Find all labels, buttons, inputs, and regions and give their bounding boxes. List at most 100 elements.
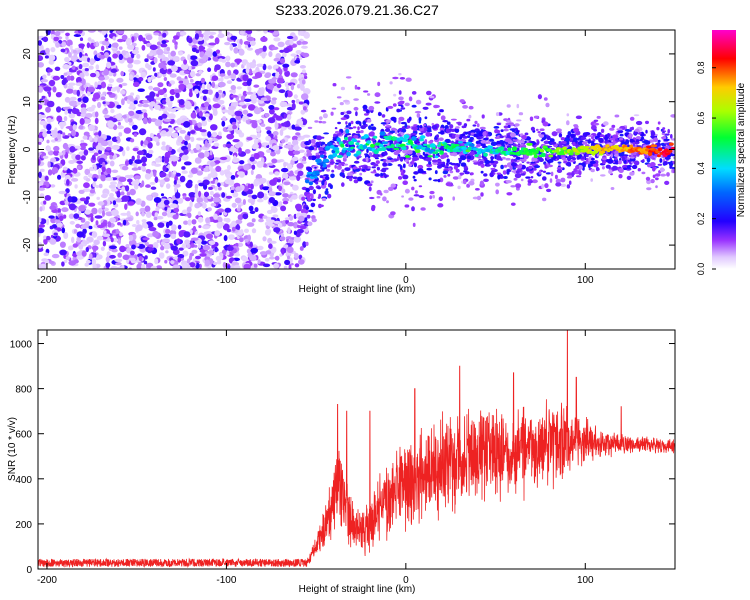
spectrogram-pixel [49, 225, 54, 230]
spectrogram-core-pixel [629, 144, 633, 149]
spectrogram-pixel [417, 164, 424, 170]
spectrogram-pixel [46, 139, 50, 144]
spectrogram-pixel [96, 196, 100, 200]
spectrogram-pixel [267, 65, 273, 70]
spectrogram-pixel [198, 165, 203, 169]
spectrogram-pixel [629, 138, 635, 143]
spectrogram-pixel [291, 124, 296, 130]
spectrogram-pixel [574, 125, 579, 129]
spectrogram-core-pixel [378, 143, 384, 148]
spectrogram-pixel [72, 49, 77, 54]
spectrogram-pixel [150, 265, 158, 269]
spectrogram-pixel [83, 84, 87, 89]
spectrogram-pixel [216, 78, 223, 82]
spectrogram-pixel [432, 194, 435, 199]
spectrogram-pixel [135, 198, 142, 205]
spectrogram-pixel [290, 84, 295, 91]
spectrogram-pixel [507, 124, 511, 129]
spectrogram-core-pixel [409, 141, 414, 145]
spectrogram-pixel [146, 262, 154, 268]
spectrogram-pixel [38, 182, 41, 189]
spectrogram-pixel [669, 165, 673, 169]
spectrogram-pixel [365, 156, 369, 162]
spectrogram-pixel [201, 240, 208, 245]
spectrogram-pixel [208, 31, 217, 35]
spectrogram-pixel [53, 36, 59, 42]
spectrogram-pixel [472, 124, 477, 127]
spectrogram-pixel [350, 120, 354, 125]
spectrogram-pixel [244, 98, 252, 103]
figure-title: S233.2026.079.21.36.C27 [275, 2, 439, 18]
spectrogram-pixel [173, 107, 182, 111]
spectrogram-core-pixel [437, 144, 441, 148]
spectrogram-pixel [380, 122, 387, 125]
spectrogram-pixel [176, 76, 182, 81]
spectrogram-pixel [187, 212, 192, 219]
spectrogram-pixel [97, 101, 102, 109]
spectrogram-pixel [43, 252, 49, 257]
spectrogram-pixel [514, 123, 520, 127]
colorbar-tick-label: 0.0 [696, 263, 706, 276]
spectrogram-pixel [425, 102, 432, 106]
spectrogram-pixel [462, 135, 468, 139]
spectrogram-pixel [69, 146, 76, 153]
spectrogram-pixel [183, 70, 190, 74]
spectrogram-pixel [567, 156, 571, 162]
spectrogram-pixel [64, 96, 71, 103]
spectrogram-pixel [469, 136, 474, 141]
spectrogram-pixel [76, 251, 83, 256]
spectrogram-pixel [64, 174, 71, 181]
spectrogram-pixel [72, 124, 77, 131]
spectrogram-pixel [109, 245, 117, 250]
spectrogram-pixel [353, 98, 359, 101]
spectrogram-core-pixel [414, 149, 421, 154]
spectrogram-core-pixel [352, 139, 358, 143]
spectrogram-pixel [177, 257, 181, 263]
spectrogram-pixel [192, 225, 197, 233]
spectrogram-pixel [306, 166, 313, 172]
spectrogram-pixel [236, 59, 240, 65]
spectrogram-core-pixel [332, 152, 338, 158]
spectrogram-pixel [121, 265, 125, 269]
spectrogram-pixel [416, 113, 421, 118]
spectrogram-pixel [39, 193, 45, 198]
spectrogram-pixel [425, 156, 432, 162]
spectrogram-pixel [76, 236, 81, 243]
spectrogram-pixel [181, 154, 189, 161]
spectrogram-pixel [43, 200, 47, 205]
spectrogram-pixel [296, 40, 302, 46]
spectrogram-pixel [148, 52, 154, 57]
spectrogram-core-pixel [411, 136, 417, 141]
spectrogram-core-pixel [511, 146, 518, 151]
spectrogram-pixel [670, 114, 675, 118]
snr-y-tick-label: 1000 [10, 340, 33, 351]
spectrogram-core-pixel [363, 134, 369, 139]
spectrogram-pixel [255, 125, 261, 132]
spectrogram-pixel [377, 112, 382, 116]
spectrogram-pixel [209, 161, 216, 167]
spectrogram-pixel [89, 189, 96, 194]
spectrogram-pixel [124, 160, 130, 167]
spectrogram-core-pixel [373, 149, 379, 155]
spectrogram-pixel [411, 104, 417, 108]
spectrogram-pixel [490, 167, 496, 170]
spectrogram-pixel [174, 43, 178, 50]
spectrogram-pixel [360, 130, 364, 134]
spectrogram-pixel [128, 239, 137, 247]
spectrogram-pixel [556, 156, 560, 161]
spectrogram-pixel [112, 144, 120, 151]
spectrogram-pixel [211, 81, 216, 89]
spectrogram-pixel [163, 65, 167, 71]
spectrogram-pixel [272, 145, 280, 151]
spectrogram-pixel [257, 259, 261, 264]
spectrogram-pixel [76, 254, 84, 260]
spectrogram-pixel [466, 155, 472, 159]
spectrogram-pixel [438, 137, 444, 141]
spectrogram-pixel [311, 218, 317, 223]
spectrogram-pixel [202, 95, 207, 102]
spectrogram-pixel [298, 73, 302, 79]
spectrogram-pixel [308, 185, 314, 191]
spectrogram-pixel [75, 82, 83, 87]
spectrogram-pixel [301, 93, 309, 101]
colorbar: 0.80.60.40.20.0 Normalized spectral ampl… [696, 30, 747, 275]
